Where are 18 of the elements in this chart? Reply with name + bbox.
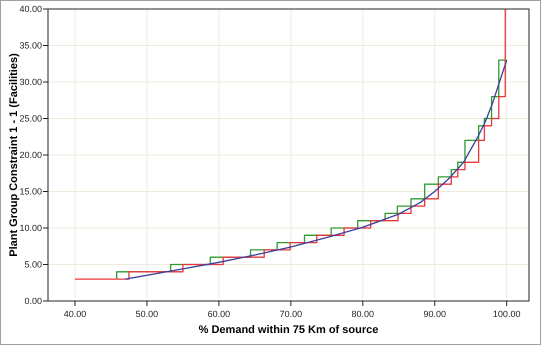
y-tick-label: 0.00	[24, 296, 42, 306]
y-tick-label: 20.00	[19, 150, 42, 160]
y-tick-label: 40.00	[19, 4, 42, 14]
x-axis-title: % Demand within 75 Km of source	[198, 324, 378, 336]
y-axis-title: Plant Group Constraint 1 - 1 (Facilities)	[8, 52, 20, 257]
y-tick-label: 35.00	[19, 40, 42, 50]
x-tick-label: 60.00	[208, 309, 230, 319]
x-tick-label: 80.00	[352, 309, 374, 319]
y-tick-label: 30.00	[19, 77, 42, 87]
x-tick-label: 40.00	[64, 309, 86, 319]
y-tick-label: 25.00	[19, 114, 42, 124]
y-tick-label: 15.00	[19, 186, 42, 196]
x-tick-label: 50.00	[136, 309, 158, 319]
x-tick-label: 90.00	[423, 309, 446, 319]
y-tick-label: 5.00	[24, 260, 42, 270]
x-tick-label: 70.00	[280, 309, 302, 319]
y-tick-label: 10.00	[19, 223, 42, 233]
x-tick-label: 100.00	[492, 309, 520, 319]
